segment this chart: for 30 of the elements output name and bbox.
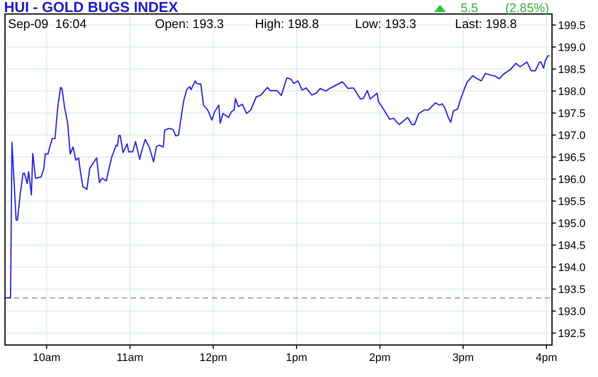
x-tick-label: 2pm (369, 352, 391, 364)
y-tick-label: 195.0 (558, 218, 586, 230)
y-tick-label: 196.0 (558, 174, 586, 186)
x-tick-label: 1pm (286, 352, 308, 364)
y-tick-label: 193.5 (558, 284, 586, 296)
y-tick-label: 195.5 (558, 196, 586, 208)
annotation: Last: 198.8 (455, 17, 517, 31)
y-tick-label: 199.5 (558, 20, 586, 32)
x-tick-label: 11am (116, 352, 144, 364)
y-tick-label: 197.5 (558, 108, 586, 120)
annotation: Sep-09 16:04 (8, 17, 87, 31)
x-tick-label: 3pm (452, 352, 474, 364)
x-tick-label: 12pm (199, 352, 228, 364)
y-tick-label: 197.0 (558, 130, 586, 142)
y-tick-label: 194.5 (558, 240, 586, 252)
y-tick-label: 192.5 (558, 328, 586, 340)
y-tick-label: 193.0 (558, 306, 586, 318)
annotation: (2.85%) (505, 1, 549, 15)
chart-title: HUI - GOLD BUGS INDEX (4, 0, 178, 16)
annotation: Low: 193.3 (355, 17, 416, 31)
y-tick-label: 199.0 (558, 42, 586, 54)
y-tick-label: 196.5 (558, 152, 586, 164)
y-tick-label: 194.0 (558, 262, 586, 274)
annotation: 5.5 (460, 1, 478, 15)
annotation: Open: 193.3 (155, 17, 224, 31)
y-tick-label: 198.5 (558, 64, 586, 76)
x-tick-label: 10am (32, 352, 60, 364)
annotation: High: 198.8 (255, 17, 319, 31)
y-tick-label: 198.0 (558, 86, 586, 98)
x-tick-label: 4pm (536, 352, 558, 364)
